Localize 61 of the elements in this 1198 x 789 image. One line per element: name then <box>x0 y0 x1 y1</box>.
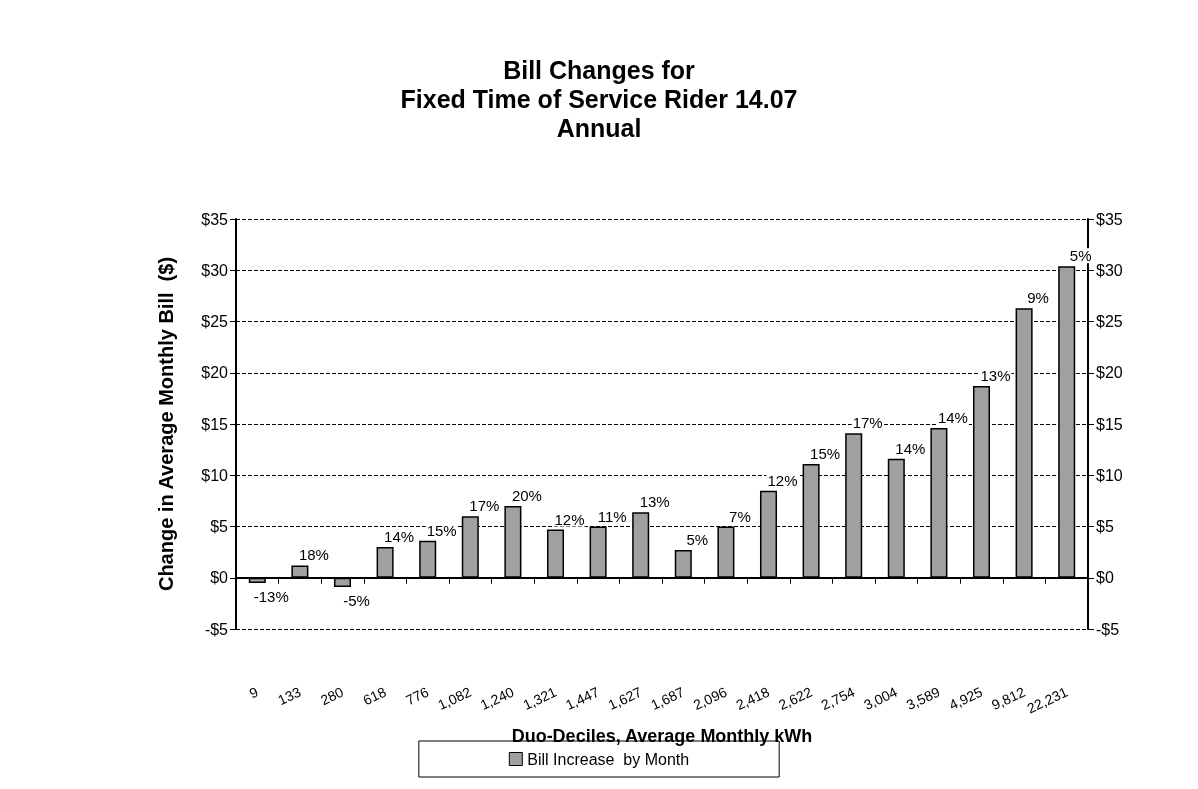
annotation: 13% <box>639 493 670 511</box>
annotation: 18% <box>298 546 329 564</box>
y-axis-title: Change in Average Monthly Bill ($) <box>155 256 177 592</box>
x-tick-label: 4,925 <box>946 683 986 714</box>
x-tick-label: 2,622 <box>776 683 815 714</box>
y-tick-label: $0 <box>210 569 229 587</box>
y2-tick-label: $15 <box>1096 415 1123 433</box>
annotation: 5% <box>1069 247 1092 265</box>
x-axis-title: Duo-Deciles, Average Monthly kWh <box>511 726 813 746</box>
y-tick-label: $10 <box>201 466 229 484</box>
y-tick-label: $20 <box>201 364 229 382</box>
x-tick-label: 776 <box>403 683 432 709</box>
y2-tick-label: $10 <box>1096 466 1123 484</box>
annotation: -13% <box>253 587 289 605</box>
annotation: 15% <box>810 444 841 462</box>
x-tick-label: 1,321 <box>520 683 560 714</box>
chart-title: Bill Changes for Fixed Time of Service Rider 14.07 Annual <box>400 55 798 142</box>
y2-tick-label: $20 <box>1096 364 1123 382</box>
y-tick-label: $35 <box>201 210 229 228</box>
annotation: 17% <box>469 497 500 515</box>
annotation: 14% <box>384 528 415 545</box>
y2-tick-label: -$5 <box>1096 620 1120 638</box>
y2-tick-label: $25 <box>1096 313 1123 330</box>
y-tick-label: $15 <box>201 415 229 433</box>
x-tick-label: 618 <box>360 683 389 709</box>
x-tick-label: 1,627 <box>605 683 645 714</box>
annotation: 14% <box>895 439 926 457</box>
x-tick-label: 3,589 <box>903 683 943 714</box>
x-tick-label: 133 <box>275 683 304 709</box>
annotation: 17% <box>852 414 883 432</box>
y-tick-label: $30 <box>201 261 229 279</box>
annotation: 11% <box>597 507 627 525</box>
x-tick-label: 2,754 <box>818 683 858 714</box>
x-tick-label: 1,687 <box>648 683 687 714</box>
annotation: 9% <box>1027 289 1049 307</box>
x-tick-label: 9 <box>246 683 261 702</box>
x-tick-label: 1,082 <box>435 683 474 714</box>
annotation: 5% <box>686 531 709 549</box>
annotation: 14% <box>937 409 968 427</box>
y-tick-label: -$5 <box>204 620 229 638</box>
x-tick-label: 1,240 <box>477 683 517 714</box>
y-tick-label: $25 <box>201 313 229 330</box>
annotation: -5% <box>343 591 370 609</box>
annotation: 15% <box>426 521 457 539</box>
y2-tick-label: $35 <box>1096 210 1123 228</box>
y-tick-label: $5 <box>210 518 229 535</box>
y2-tick-label: $0 <box>1096 569 1114 587</box>
y2-tick-label: $30 <box>1096 261 1123 279</box>
annotation: 12% <box>554 510 585 528</box>
y2-tick-label: $5 <box>1096 518 1114 535</box>
legend-label: Bill Increase by Month <box>527 750 690 768</box>
annotation: 7% <box>729 507 751 525</box>
annotation: 12% <box>767 471 798 489</box>
x-tick-label: 1,447 <box>563 683 602 714</box>
x-tick-label: 280 <box>317 683 347 709</box>
annotation: 13% <box>980 367 1011 385</box>
x-tick-label: 2,418 <box>733 683 773 714</box>
x-tick-label: 9,812 <box>989 683 1028 714</box>
annotation: 20% <box>511 487 542 504</box>
x-tick-label: 3,004 <box>861 683 900 714</box>
x-tick-label: 2,096 <box>690 683 730 714</box>
